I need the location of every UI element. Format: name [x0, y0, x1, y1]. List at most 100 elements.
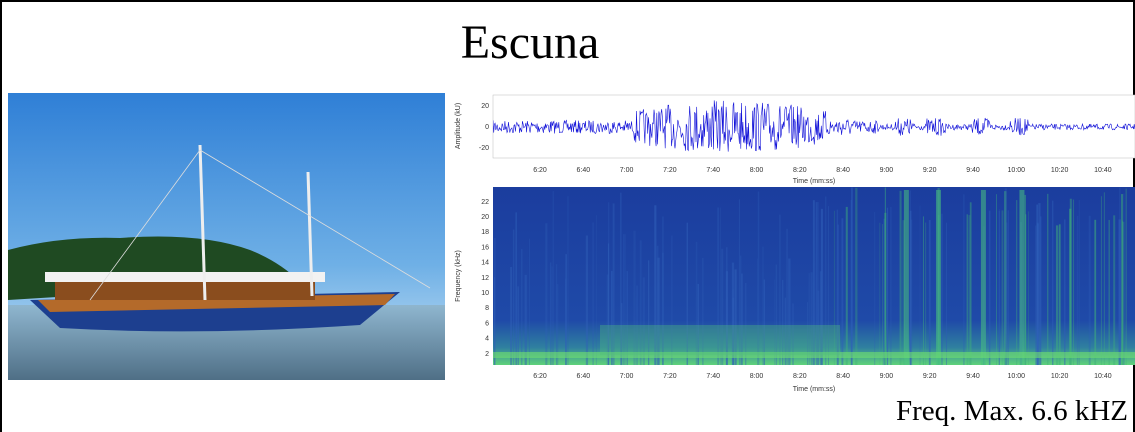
- spectrogram-streak: [1047, 194, 1048, 365]
- boat-photo: [8, 93, 445, 380]
- spectrogram-streak: [529, 239, 530, 365]
- x-tick-label: 6:20: [533, 167, 547, 174]
- y-tick-label: 20: [481, 214, 489, 221]
- spectrogram-streak: [525, 275, 527, 365]
- x-tick-label: 10:40: [1094, 373, 1112, 380]
- spectrogram-streak: [929, 220, 931, 365]
- spectrogram-streak: [967, 214, 968, 365]
- spectrogram-streak: [553, 191, 554, 365]
- spectrogram-streak: [936, 190, 941, 365]
- spectrogram-streak: [593, 223, 594, 365]
- spectrogram-streak: [989, 211, 991, 365]
- spectrogram-streak: [550, 262, 551, 365]
- x-tick-label: 10:40: [1094, 167, 1112, 174]
- spectrogram-streak: [1094, 220, 1096, 365]
- y-tick-label: 2: [485, 351, 489, 358]
- spectrogram-streak: [884, 213, 886, 365]
- x-tick-label: 6:40: [576, 167, 590, 174]
- y-tick-label: 22: [481, 199, 489, 206]
- spectrogram-streak: [1038, 203, 1040, 365]
- waveform-x-label: Time (mm:ss): [793, 178, 836, 185]
- spectrogram-streak: [874, 212, 875, 365]
- x-tick-label: 8:40: [836, 167, 850, 174]
- spectrogram-streak: [900, 191, 902, 365]
- spectrogram-streak: [1028, 211, 1029, 365]
- spectrogram-streak: [510, 267, 512, 365]
- spectrogram-streak: [1109, 220, 1110, 365]
- x-tick-label: 10:00: [1008, 373, 1026, 380]
- spectrogram-streak: [1025, 195, 1026, 365]
- spectrogram-streak: [996, 194, 997, 365]
- spectrogram-streak: [551, 266, 552, 365]
- y-tick-label: -20: [479, 145, 489, 152]
- spectrogram-panel: Frequency (kHz) Time (mm:ss): [455, 187, 1135, 393]
- x-tick-label: 7:40: [706, 167, 720, 174]
- spectrogram-streak: [946, 223, 947, 365]
- spectrogram-streak: [515, 212, 516, 365]
- x-tick-label: 10:00: [1008, 167, 1026, 174]
- x-tick-label: 7:00: [620, 167, 634, 174]
- y-tick-label: 12: [481, 275, 489, 282]
- y-tick-label: 6: [485, 320, 489, 327]
- spectrogram-streak: [999, 209, 1000, 365]
- y-tick-label: 16: [481, 244, 489, 251]
- x-tick-label: 8:40: [836, 373, 850, 380]
- spectrogram-streak: [1101, 196, 1102, 365]
- spectrogram-streak: [1077, 216, 1078, 365]
- page: Escuna Amplitude (kU) Time (mm:ss) Frequ…: [0, 0, 1135, 432]
- y-tick-label: 10: [481, 290, 489, 297]
- spectrogram-streak: [882, 224, 883, 365]
- spectrogram-streak: [855, 188, 857, 365]
- x-tick-label: 6:40: [576, 373, 590, 380]
- boat-cabin: [55, 282, 315, 300]
- spectrogram-streak: [1008, 210, 1009, 365]
- spectrogram-streak: [925, 223, 926, 365]
- spectrogram-streak: [851, 200, 852, 365]
- spectrogram-streak: [891, 207, 892, 365]
- spectrogram-streak: [1064, 219, 1065, 365]
- y-tick-label: 18: [481, 229, 489, 236]
- slide-title: Escuna: [461, 16, 600, 69]
- spectrogram-streak: [846, 207, 848, 365]
- x-tick-label: 7:20: [663, 373, 677, 380]
- spectrogram-streak: [1089, 216, 1091, 365]
- waveform-y-label: Amplitude (kU): [455, 103, 462, 149]
- spectrogram-streak: [567, 196, 568, 365]
- y-tick-label: 14: [481, 260, 489, 267]
- spectrogram-streak: [556, 264, 557, 365]
- spectrogram-streak: [1113, 215, 1115, 365]
- x-tick-label: 8:20: [793, 167, 807, 174]
- spectrogram-streak: [596, 215, 597, 365]
- spectrogram-streak: [970, 202, 972, 365]
- y-tick-label: 4: [485, 336, 489, 343]
- x-tick-label: 10:20: [1051, 167, 1069, 174]
- y-tick-label: 20: [481, 103, 489, 110]
- y-tick-label: 8: [485, 305, 489, 312]
- spectrogram-streak: [1016, 200, 1017, 365]
- spectrogram-x-label: Time (mm:ss): [793, 386, 836, 393]
- x-tick-label: 8:00: [750, 373, 764, 380]
- spectrogram-streak: [880, 223, 881, 365]
- x-tick-label: 9:40: [966, 373, 980, 380]
- spectrogram-y-label: Frequency (kHz): [455, 250, 462, 302]
- spectrogram-streak: [1079, 200, 1080, 365]
- spectrogram-streak: [920, 205, 921, 365]
- spectrogram-streak: [1019, 190, 1024, 365]
- spectrogram-streak: [1035, 226, 1036, 365]
- spectrogram-streak: [1123, 194, 1124, 365]
- spectrogram-streak: [911, 219, 913, 365]
- x-tick-label: 7:00: [620, 373, 634, 380]
- spectrogram-streak: [586, 235, 588, 365]
- spectrogram-streak: [1056, 225, 1058, 365]
- spectrogram-band: [600, 325, 840, 355]
- x-tick-label: 9:20: [923, 373, 937, 380]
- x-tick-label: 9:20: [923, 167, 937, 174]
- spectrogram-streak: [1119, 188, 1120, 365]
- slide: Escuna Amplitude (kU) Time (mm:ss) Frequ…: [0, 0, 1135, 432]
- x-tick-label: 6:20: [533, 373, 547, 380]
- x-tick-label: 10:20: [1051, 373, 1069, 380]
- spectrogram-streak: [887, 208, 888, 365]
- spectrogram-streak: [981, 190, 986, 365]
- spectrogram-streak: [841, 218, 843, 365]
- spectrogram-streak: [1126, 189, 1127, 365]
